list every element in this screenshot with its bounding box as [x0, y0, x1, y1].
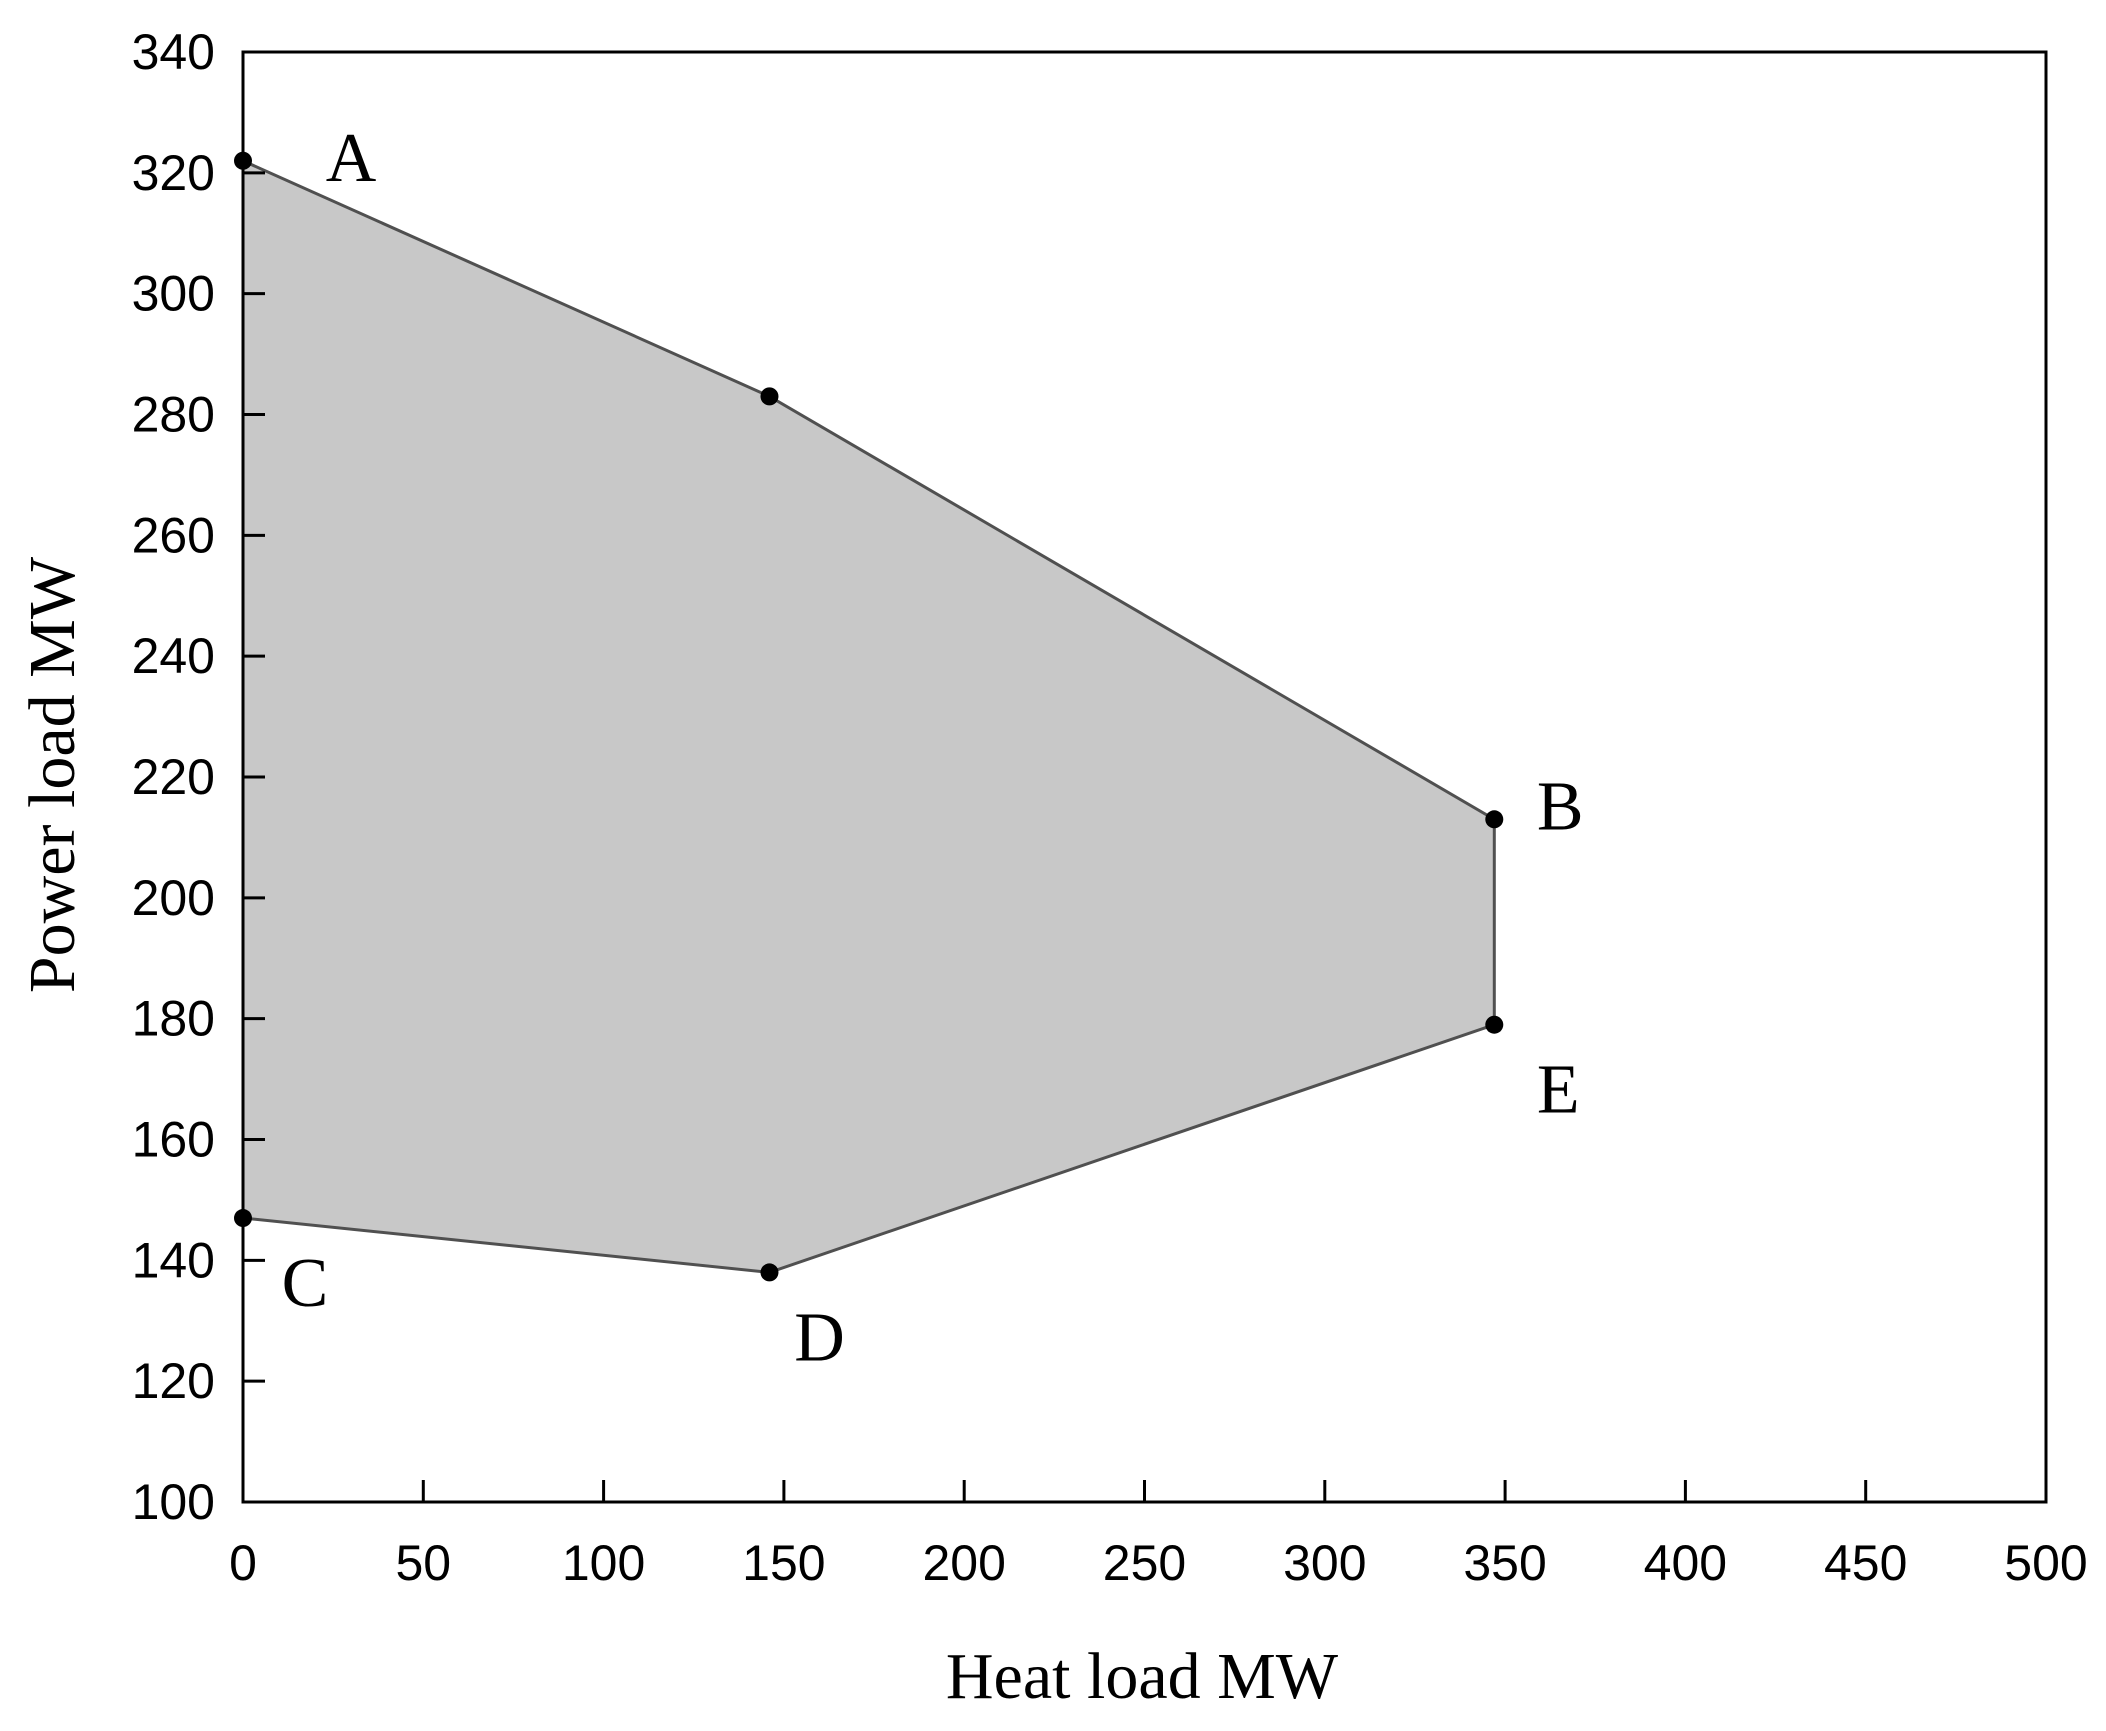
y-tick-label: 200: [132, 870, 215, 926]
y-tick-label: 240: [132, 628, 215, 684]
y-tick-label: 260: [132, 507, 215, 563]
y-tick-label: 100: [132, 1474, 215, 1530]
x-tick-label: 350: [1463, 1535, 1546, 1591]
vertex-point-e: [1485, 1015, 1504, 1034]
x-axis-title: Heat load MW: [946, 1640, 1339, 1713]
point-labels: A B E D C: [282, 120, 1584, 1377]
y-tick-label: 140: [132, 1232, 215, 1288]
vertex-point-b: [1485, 810, 1504, 829]
point-label-c: C: [282, 1245, 329, 1322]
point-label-d: D: [794, 1299, 845, 1376]
y-tick-label: 300: [132, 266, 215, 322]
x-tick-label: 400: [1644, 1535, 1727, 1591]
point-label-a: A: [326, 120, 377, 197]
y-tick-label: 180: [132, 991, 215, 1047]
y-tick-label: 320: [132, 145, 215, 201]
x-tick-label: 0: [229, 1535, 257, 1591]
x-tick-label: 50: [395, 1535, 451, 1591]
x-tick-label: 200: [922, 1535, 1005, 1591]
y-tick-label: 160: [132, 1112, 215, 1168]
y-tick-label: 280: [132, 387, 215, 443]
vertex-point-mid-1: [760, 387, 779, 406]
y-axis-title: Power load MW: [16, 556, 89, 993]
point-label-e: E: [1537, 1052, 1580, 1129]
x-tick-label: 450: [1824, 1535, 1907, 1591]
x-tick-label: 100: [562, 1535, 645, 1591]
x-tick-label: 150: [742, 1535, 825, 1591]
y-tick-label: 340: [132, 24, 215, 80]
x-tick-label: 300: [1283, 1535, 1366, 1591]
operating-region: [241, 158, 1496, 1274]
plot-area: [234, 151, 1504, 1282]
y-tick-label: 220: [132, 749, 215, 805]
point-label-b: B: [1537, 768, 1584, 845]
vertex-point-d: [760, 1263, 779, 1282]
x-tick-label: 500: [2004, 1535, 2087, 1591]
ticks: 0 50 100 150 200 250 300 350 400 450 500 100 120 140 1…: [132, 24, 2088, 1591]
y-tick-label: 120: [132, 1353, 215, 1409]
x-tick-label: 250: [1103, 1535, 1186, 1591]
